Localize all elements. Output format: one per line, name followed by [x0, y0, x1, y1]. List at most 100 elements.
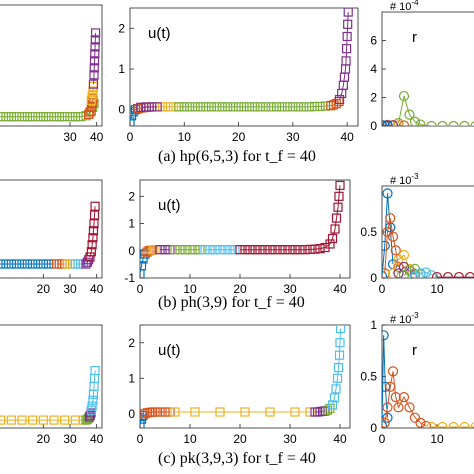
data-point: [60, 112, 70, 122]
data-point: [290, 245, 300, 255]
x-tick-label: 40: [90, 282, 104, 296]
panel-b-left: 20 30 40: [0, 179, 104, 296]
data-point: [190, 407, 200, 417]
data-point: [33, 112, 43, 122]
data-point: [174, 102, 184, 112]
data-point: [157, 102, 168, 112]
data-point: [315, 244, 325, 254]
data-point: [320, 406, 330, 416]
x-tick-label: 40: [90, 432, 104, 446]
data-point: [44, 112, 54, 122]
x-tick-label: 30: [63, 432, 77, 446]
data-point: [175, 245, 185, 255]
data-point: [12, 259, 22, 269]
data-point: [0, 415, 6, 425]
data-point: [328, 100, 339, 110]
data-point: [280, 245, 290, 255]
data-point: [155, 245, 165, 255]
data-point: [255, 102, 265, 112]
series-line: [384, 218, 399, 274]
y-tick-label: 1: [118, 62, 125, 76]
series-line: [398, 95, 474, 126]
data-point: [89, 63, 99, 73]
data-point: [84, 109, 94, 119]
x-tick-label: 40: [333, 432, 347, 446]
data-point: [304, 102, 314, 112]
data-point: [266, 102, 276, 112]
data-point: [343, 8, 353, 17]
y-tick-label: 0.5: [360, 225, 377, 239]
data-point: [470, 422, 474, 428]
data-point: [265, 245, 275, 255]
y-tick-label: 2: [128, 336, 135, 350]
data-point: [140, 269, 145, 278]
data-point: [341, 56, 351, 66]
data-point: [210, 245, 220, 255]
data-point: [168, 102, 179, 112]
data-point: [88, 226, 99, 236]
data-point: [235, 245, 245, 255]
data-point: [0, 259, 6, 269]
data-point: [382, 120, 393, 126]
data-point: [250, 102, 260, 112]
data-point: [382, 330, 389, 341]
data-point: [437, 421, 448, 428]
y-tick-label: 0: [118, 103, 125, 117]
data-point: [415, 119, 426, 126]
exponent-power: -4: [411, 0, 419, 7]
data-point: [335, 338, 345, 348]
data-point: [86, 102, 96, 112]
data-point: [393, 261, 404, 273]
data-point: [225, 245, 235, 255]
data-point: [85, 252, 95, 262]
data-point: [205, 245, 215, 255]
data-point: [38, 259, 48, 269]
data-point: [90, 365, 100, 376]
panel-b-right: 0 10 0 0.5 # 10-3: [360, 172, 474, 296]
data-point: [334, 191, 344, 201]
panel-c-left: 20 30 40: [0, 324, 104, 446]
data-point: [333, 363, 344, 373]
data-point: [426, 270, 437, 278]
data-point: [6, 112, 16, 122]
data-point: [88, 233, 98, 243]
data-point: [270, 245, 280, 255]
data-point: [387, 120, 399, 126]
data-point: [185, 102, 195, 112]
data-point: [85, 410, 95, 420]
data-point: [459, 120, 470, 126]
data-point: [165, 245, 175, 255]
exponent-power: -3: [411, 172, 419, 181]
data-point: [28, 112, 38, 122]
data-point: [255, 245, 265, 255]
x-tick-label: 40: [340, 130, 354, 144]
data-point: [300, 245, 310, 255]
data-point: [49, 415, 59, 425]
exponent-label: # 10-4: [390, 0, 419, 13]
data-point: [315, 101, 325, 112]
data-point: [215, 407, 225, 417]
data-point: [0, 112, 6, 122]
axes-box: [381, 324, 474, 429]
data-point: [239, 102, 249, 112]
data-point: [195, 102, 206, 112]
data-point: [288, 102, 298, 112]
data-point: [33, 259, 43, 269]
data-point: [140, 419, 145, 428]
y-tick-label: 0: [370, 421, 377, 435]
data-point: [190, 102, 200, 112]
data-point: [335, 180, 345, 191]
data-point: [453, 271, 465, 278]
axes-box: [381, 11, 474, 127]
data-point: [170, 245, 180, 255]
data-point: [6, 415, 16, 425]
data-point: [285, 245, 295, 255]
panel-title: r: [412, 342, 417, 359]
data-point: [334, 94, 345, 105]
y-tick-label: 0: [370, 119, 377, 133]
data-point: [250, 245, 260, 255]
x-tick-label: 30: [283, 432, 297, 446]
data-point: [206, 102, 217, 112]
